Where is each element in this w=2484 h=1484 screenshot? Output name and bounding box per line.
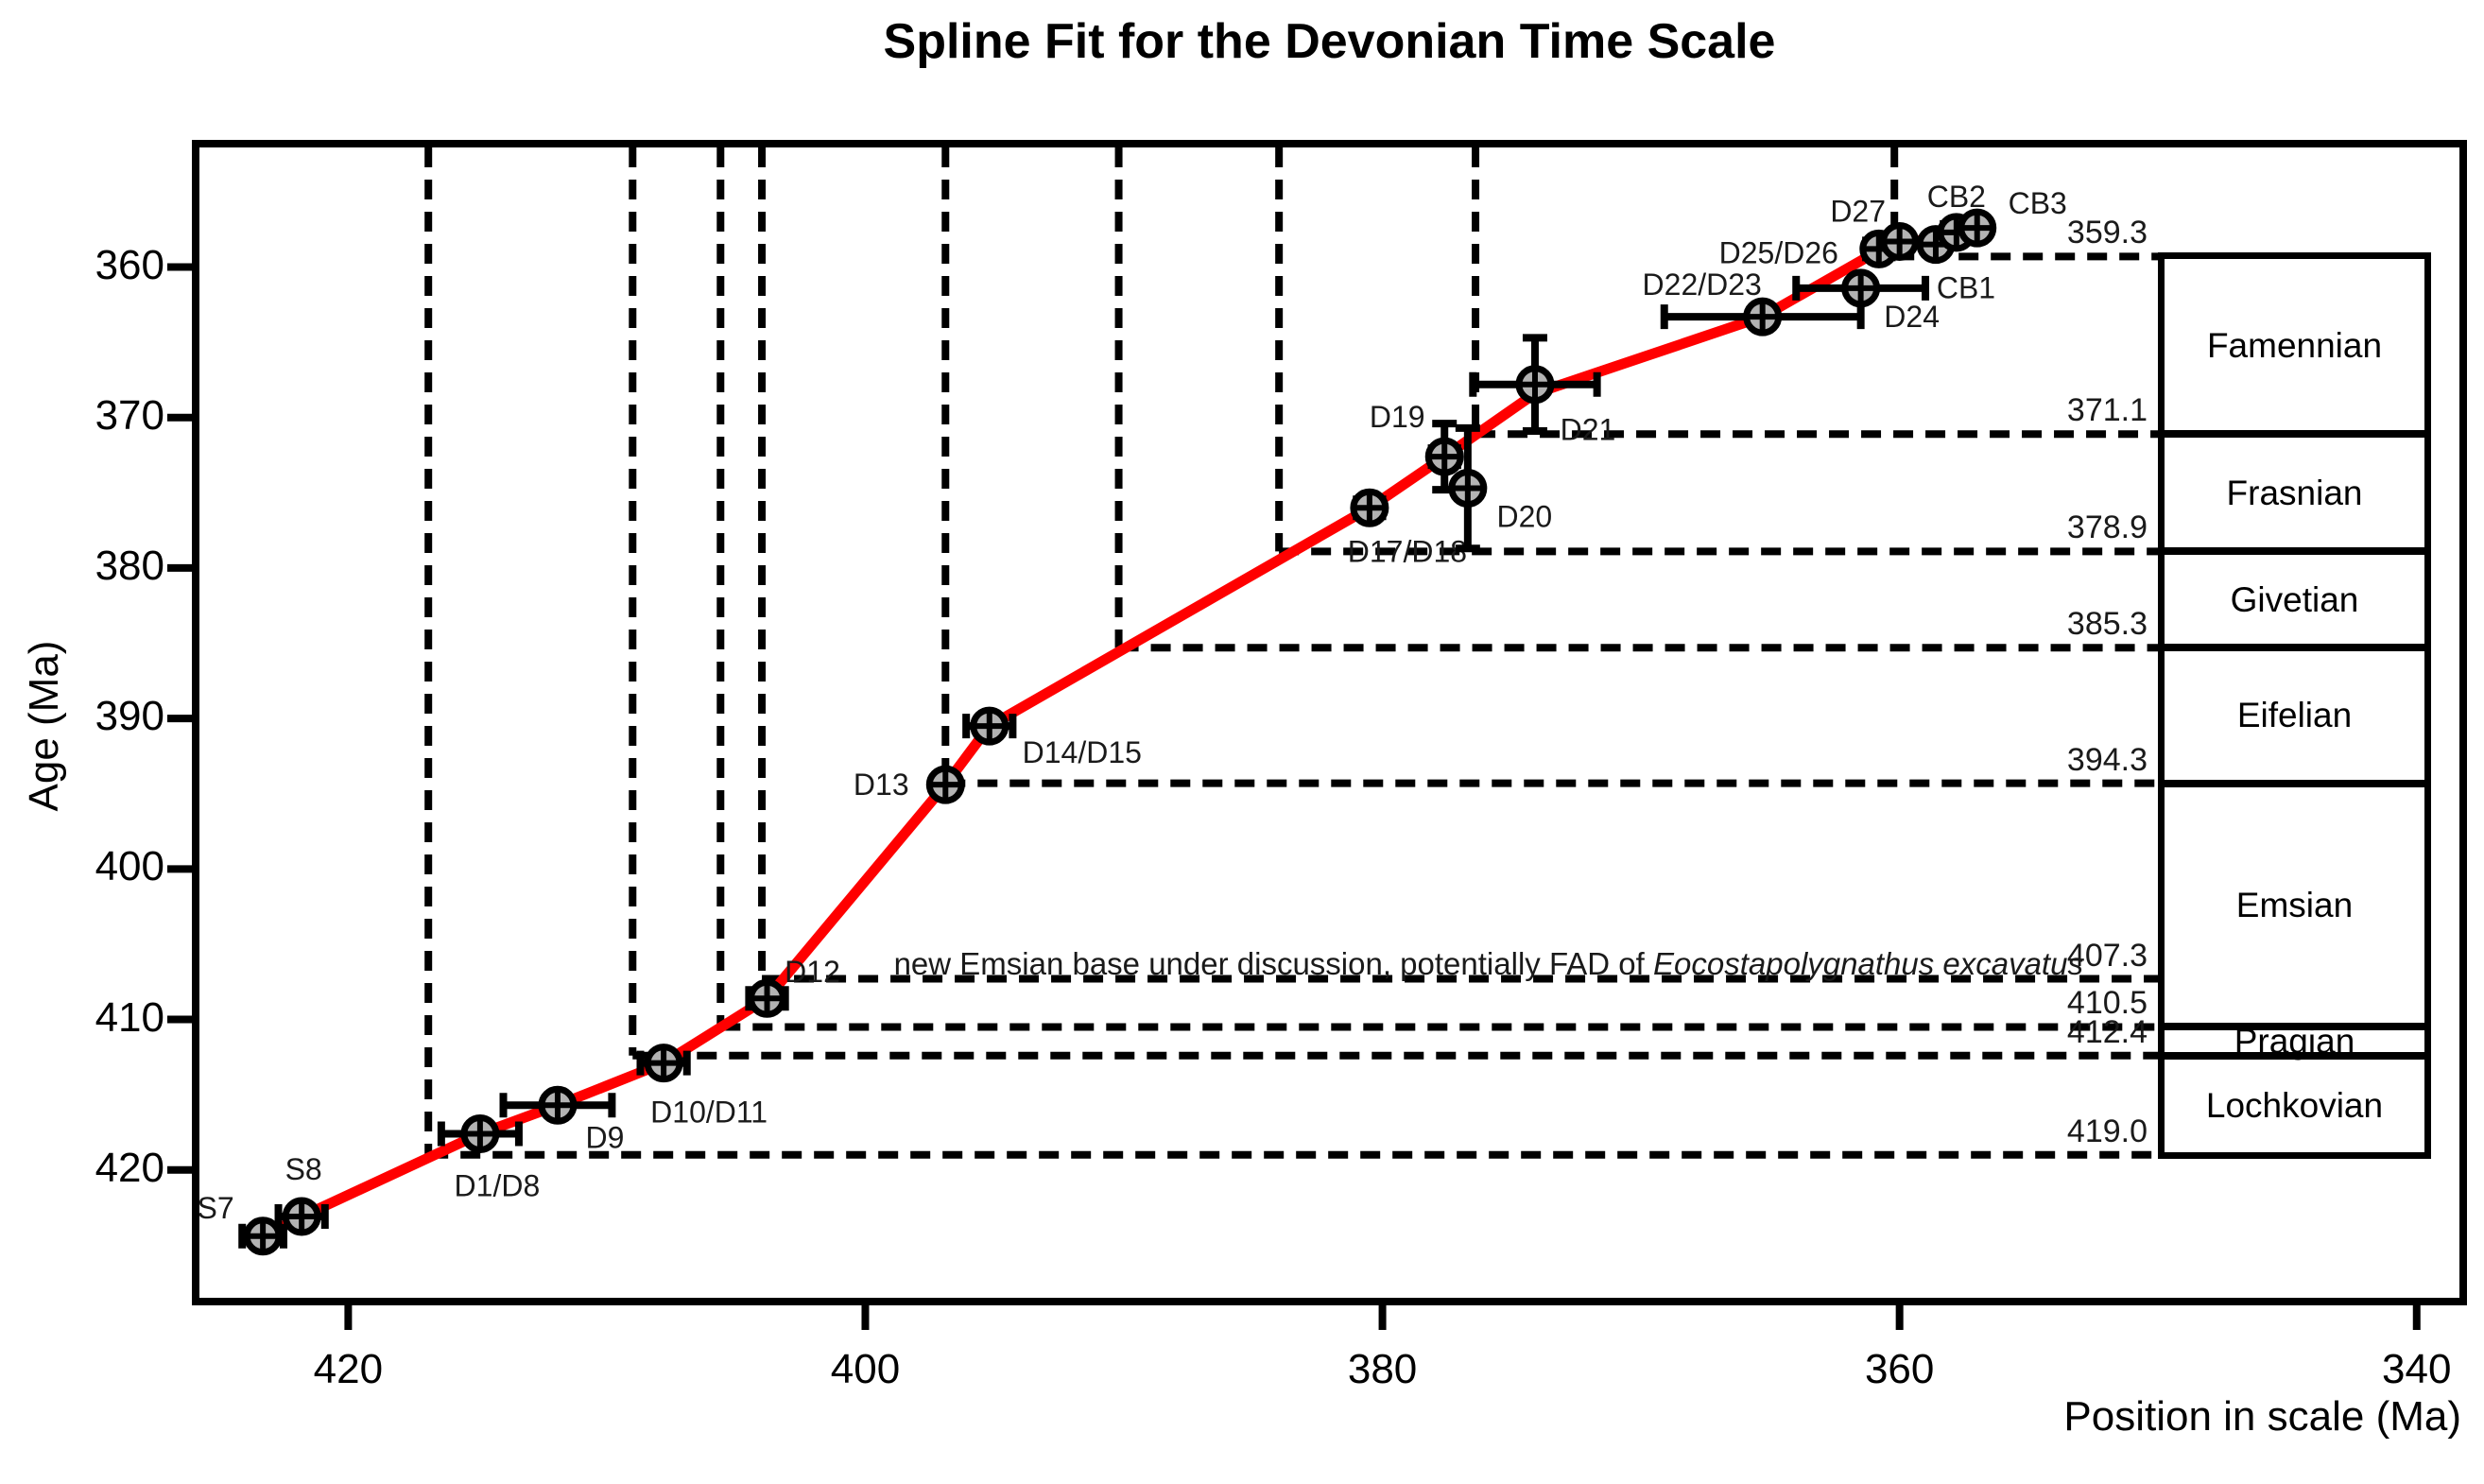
boundary-age-label-385.3: 385.3 <box>2066 606 2148 643</box>
y-tick-label-360: 360 <box>95 241 164 288</box>
point-label-S7: S7 <box>198 1191 234 1225</box>
y-tick-label-380: 380 <box>95 542 164 589</box>
plot-border <box>192 140 2467 1305</box>
stage-box-famennian: Famennian <box>2158 252 2431 439</box>
emsian-base-annotation: new Emsian base under discussion, potent… <box>894 946 2083 982</box>
data-point-D17-D18: D17/D18 <box>1348 488 1467 568</box>
point-label-D17-D18: D17/D18 <box>1348 534 1467 568</box>
x-tick-label-340: 340 <box>2382 1346 2452 1392</box>
stage-box-lochkovian: Lochkovian <box>2158 1051 2431 1159</box>
point-label-D20: D20 <box>1496 500 1552 534</box>
data-point-D1-D8: D1/D8 <box>437 1113 541 1202</box>
annotation-text: new Emsian base under discussion, potent… <box>893 946 1653 982</box>
boundary-age-label-359.3: 359.3 <box>2066 215 2148 251</box>
point-label-D25-D26: D25/D26 <box>1719 235 1838 269</box>
point-label-D13: D13 <box>854 768 909 802</box>
data-point-D24: D24 <box>1792 268 1940 334</box>
stage-box-emsian: Emsian <box>2158 779 2431 1031</box>
data-point-D10-D11: D10/D11 <box>636 1044 768 1130</box>
point-label-D12: D12 <box>785 955 840 989</box>
data-point-D19: D19 <box>1370 400 1464 494</box>
point-label-D21: D21 <box>1561 413 1616 447</box>
boundary-age-label-410.5: 410.5 <box>2066 985 2148 1022</box>
stage-box-eifelian: Eifelian <box>2158 644 2431 787</box>
point-label-D9: D9 <box>586 1120 625 1154</box>
data-point-CB3: CB3 <box>1958 186 2067 248</box>
y-tick-label-400: 400 <box>95 843 164 890</box>
point-label-CB3: CB3 <box>2009 186 2067 220</box>
x-axis-title: Position in scale (Ma) <box>2063 1393 2461 1440</box>
point-label-D14-D15: D14/D15 <box>1023 735 1142 769</box>
data-point-D22-D23: D22/D23 <box>1643 267 1865 336</box>
stage-box-frasnian: Frasnian <box>2158 430 2431 556</box>
y-tick-label-410: 410 <box>95 993 164 1041</box>
y-tick-label-390: 390 <box>95 693 164 740</box>
data-point-D27: D27 <box>1830 194 1920 261</box>
data-point-D21: D21 <box>1469 334 1616 447</box>
chart-title: Spline Fit for the Devonian Time Scale <box>883 14 1776 69</box>
x-tick-label-380: 380 <box>1347 1346 1418 1392</box>
data-point-D25-D26: D25/D26 <box>1719 229 1899 269</box>
stage-box-givetian: Givetian <box>2158 547 2431 652</box>
boundary-age-label-371.1: 371.1 <box>2066 392 2148 429</box>
boundary-age-label-394.3: 394.3 <box>2066 741 2148 778</box>
x-tick-label-420: 420 <box>313 1346 384 1392</box>
point-label-CB1: CB1 <box>1937 271 1995 305</box>
data-point-D12: D12 <box>745 955 840 1018</box>
data-point-D9: D9 <box>499 1085 625 1154</box>
boundary-age-label-419.0: 419.0 <box>2066 1113 2148 1149</box>
boundary-age-label-378.9: 378.9 <box>2066 509 2148 546</box>
data-point-D20: D20 <box>1448 423 1552 553</box>
annotation-species-name: Eocostapolygnathus excavatus <box>1653 946 2083 982</box>
data-point-S8: S8 <box>274 1152 329 1236</box>
boundary-age-label-412.4: 412.4 <box>2066 1013 2148 1050</box>
y-tick-label-370: 370 <box>95 391 164 439</box>
point-label-D10-D11: D10/D11 <box>650 1096 768 1130</box>
data-point-S7: S7 <box>198 1191 288 1256</box>
boundary-age-label-407.3: 407.3 <box>2066 937 2148 974</box>
y-tick-label-420: 420 <box>95 1144 164 1191</box>
point-label-D19: D19 <box>1370 400 1425 434</box>
point-label-D24: D24 <box>1884 300 1940 334</box>
point-label-D22-D23: D22/D23 <box>1643 267 1762 302</box>
x-tick-label-400: 400 <box>830 1346 901 1392</box>
point-label-D1-D8: D1/D8 <box>455 1168 541 1202</box>
point-label-D27: D27 <box>1830 194 1886 228</box>
point-label-CB2: CB2 <box>1927 180 1986 214</box>
data-point-D14-D15: D14/D15 <box>962 706 1142 769</box>
x-tick-label-360: 360 <box>1864 1346 1935 1392</box>
data-point-D13: D13 <box>854 765 965 804</box>
point-label-S8: S8 <box>285 1152 322 1186</box>
